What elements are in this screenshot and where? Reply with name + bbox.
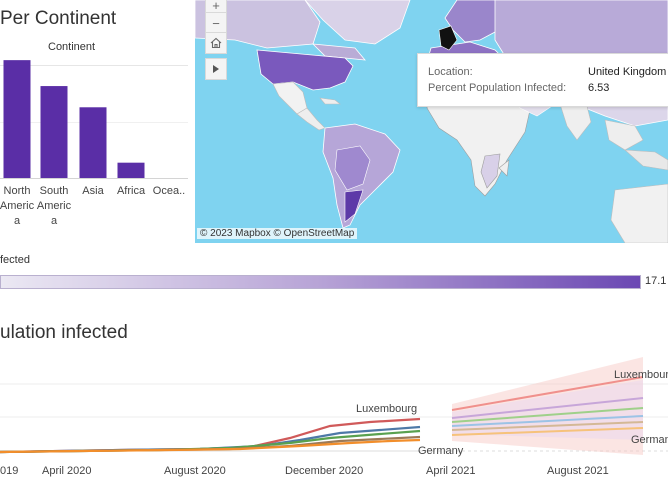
forecast-line-germany[interactable] xyxy=(451,427,644,436)
x-tick-label: April 2021 xyxy=(426,465,476,477)
play-icon xyxy=(213,65,219,73)
x-tick-label: December 2020 xyxy=(285,465,364,477)
category-label-line: North xyxy=(3,185,31,197)
category-label: North Americ a xyxy=(0,184,36,229)
header-divider xyxy=(0,65,188,66)
map-attribution[interactable]: © 2023 Mapbox © OpenStreetMap xyxy=(197,228,358,239)
category-label-line: a xyxy=(50,215,58,227)
x-tick-label: April 2020 xyxy=(42,465,92,477)
bar-chart xyxy=(3,60,145,179)
category-label: South Americ a xyxy=(35,184,73,229)
world-map[interactable] xyxy=(195,0,668,243)
bar-africa[interactable] xyxy=(117,162,145,178)
label-luxembourg: Luxembourg xyxy=(356,403,417,415)
tooltip-location-key: Location: xyxy=(428,66,473,78)
caribbean[interactable] xyxy=(319,97,341,105)
forecast-line[interactable] xyxy=(451,407,644,423)
category-label-line: Americ xyxy=(36,200,72,212)
usa[interactable] xyxy=(256,49,354,91)
bar-baseline xyxy=(0,178,188,179)
continent-column-header[interactable]: Continent xyxy=(48,41,96,53)
category-label-line: a xyxy=(13,215,21,227)
forecast-line[interactable] xyxy=(451,421,644,431)
category-label-line: Ocea.. xyxy=(152,185,186,197)
brazil-interior[interactable] xyxy=(334,145,371,191)
category-label-line: Americ xyxy=(0,200,35,212)
label-germany: Germany xyxy=(418,445,464,457)
play-button[interactable] xyxy=(205,58,227,80)
category-label: Ocea.. xyxy=(150,184,188,199)
greenland[interactable] xyxy=(304,0,411,45)
forecast-line[interactable] xyxy=(451,397,644,419)
legend-title: fected xyxy=(0,254,30,266)
line-chart: Luxembourg Germany Luxembourg Germany xyxy=(0,357,668,457)
tooltip-percent-key: Percent Population Infected: xyxy=(428,82,567,94)
category-label: Asia xyxy=(74,184,112,199)
home-button[interactable] xyxy=(205,32,227,54)
x-tick-label: August 2021 xyxy=(547,465,609,477)
forecast-line[interactable] xyxy=(451,415,644,427)
bar-north-america[interactable] xyxy=(3,60,31,179)
series-line-germany[interactable] xyxy=(0,438,421,454)
legend-max-value: 17.1 xyxy=(645,275,667,287)
forecast-line-luxembourg[interactable] xyxy=(451,376,644,411)
category-label-line: South xyxy=(39,185,69,197)
category-label: Africa xyxy=(112,184,150,199)
southern-africa[interactable] xyxy=(480,153,501,189)
zoom-out-button[interactable]: − xyxy=(205,12,227,34)
madagascar[interactable] xyxy=(498,159,510,177)
category-label-line: Africa xyxy=(116,185,146,197)
category-label-line: Asia xyxy=(82,185,104,197)
argentina[interactable] xyxy=(344,189,364,223)
tooltip-location-value: United Kingdom xyxy=(588,66,667,78)
line-chart-title: ulation infected xyxy=(0,322,128,343)
forecast-label-luxembourg: Luxembourg xyxy=(614,369,668,381)
bar-south-america[interactable] xyxy=(40,86,68,178)
bar-asia[interactable] xyxy=(79,107,107,178)
united-kingdom-selected[interactable] xyxy=(438,25,458,51)
map-tooltip: Location: United Kingdom Percent Populat… xyxy=(417,53,668,107)
home-icon xyxy=(210,37,222,49)
tooltip-percent-value: 6.53 xyxy=(588,82,610,94)
map-canvas[interactable] xyxy=(195,0,668,243)
australia[interactable] xyxy=(610,183,668,243)
x-tick-label: 019 xyxy=(0,465,19,477)
southeast-asia[interactable] xyxy=(604,119,644,151)
forecast-label-germany: Germany xyxy=(631,434,668,446)
bar-chart-title: Per Continent xyxy=(0,8,117,29)
indonesia[interactable] xyxy=(624,149,668,171)
x-tick-label: August 2020 xyxy=(164,465,226,477)
color-legend-ramp xyxy=(0,275,641,289)
